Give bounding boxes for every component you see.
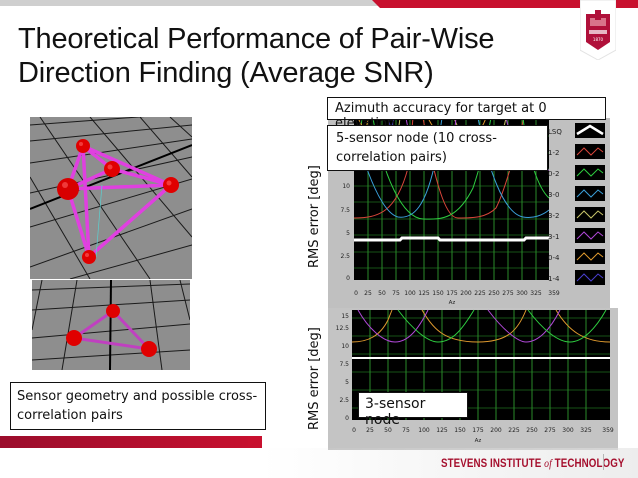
svg-text:50: 50 bbox=[384, 427, 392, 434]
geometry-caption: Sensor geometry and possible cross- corr… bbox=[10, 382, 266, 430]
three-sensor-chart: 0 2.5 5 7.5 10 12.5 15 0 25 50 75 100 125 150 175… bbox=[328, 308, 618, 450]
svg-text:225: 225 bbox=[508, 427, 520, 434]
svg-text:275: 275 bbox=[544, 427, 556, 434]
three-sensor-caption: 3-sensor node bbox=[358, 392, 468, 428]
footer-brand-post: TECHNOLOGY bbox=[551, 458, 625, 470]
svg-text:0-2: 0-2 bbox=[548, 170, 559, 178]
svg-text:7.5: 7.5 bbox=[340, 207, 350, 214]
svg-text:3-1: 3-1 bbox=[548, 233, 559, 241]
svg-text:150: 150 bbox=[454, 427, 466, 434]
svg-text:0-4: 0-4 bbox=[548, 254, 560, 262]
svg-text:10: 10 bbox=[341, 343, 349, 350]
svg-text:5: 5 bbox=[346, 230, 350, 237]
svg-text:250: 250 bbox=[488, 290, 500, 297]
svg-text:75: 75 bbox=[402, 427, 410, 434]
top-chart-y-axis-label: RMS error [deg] bbox=[307, 165, 322, 268]
svg-text:200: 200 bbox=[490, 427, 502, 434]
svg-text:1-2: 1-2 bbox=[548, 149, 559, 157]
svg-text:359: 359 bbox=[548, 290, 560, 297]
footer-brand-of: of bbox=[544, 458, 552, 470]
svg-text:0: 0 bbox=[345, 415, 349, 422]
footer-divider bbox=[603, 454, 604, 470]
three-sensor-geometry-image bbox=[32, 280, 190, 370]
svg-text:Az: Az bbox=[449, 300, 456, 306]
svg-text:2.5: 2.5 bbox=[340, 253, 350, 260]
svg-text:125: 125 bbox=[418, 290, 430, 297]
svg-text:175: 175 bbox=[446, 290, 458, 297]
svg-text:15: 15 bbox=[341, 313, 349, 320]
svg-text:325: 325 bbox=[580, 427, 592, 434]
svg-text:7.5: 7.5 bbox=[339, 361, 349, 368]
five-sensor-caption: 5-sensor node (10 cross- correlation pai… bbox=[327, 125, 548, 171]
svg-text:LSQ: LSQ bbox=[548, 128, 562, 136]
slide-title: Theoretical Performance of Pair-Wise Dir… bbox=[18, 22, 578, 90]
geometry-caption-line-1: Sensor geometry and possible cross- bbox=[17, 389, 258, 404]
footer-shade bbox=[262, 448, 638, 478]
chart-legend: LSQ 1-2 0-2 3-0 3-2 3-1 0-4 1-4 bbox=[548, 123, 605, 285]
geometry-caption-line-2: correlation pairs bbox=[17, 408, 123, 423]
svg-text:225: 225 bbox=[474, 290, 486, 297]
bottom-chart-y-axis-label: RMS error [deg] bbox=[307, 327, 322, 430]
svg-text:300: 300 bbox=[562, 427, 574, 434]
stevens-shield-icon: 1870 bbox=[580, 0, 616, 60]
svg-text:175: 175 bbox=[472, 427, 484, 434]
svg-text:100: 100 bbox=[418, 427, 430, 434]
svg-text:0: 0 bbox=[354, 290, 358, 297]
five-sensor-geometry-image bbox=[30, 117, 192, 279]
five-sensor-caption-line-2: correlation pairs) bbox=[336, 150, 447, 165]
svg-text:359: 359 bbox=[602, 427, 614, 434]
svg-text:0: 0 bbox=[346, 275, 350, 282]
svg-text:12.5: 12.5 bbox=[336, 325, 350, 332]
svg-text:0: 0 bbox=[352, 427, 356, 434]
svg-text:300: 300 bbox=[516, 290, 528, 297]
svg-text:125: 125 bbox=[436, 427, 448, 434]
svg-text:10: 10 bbox=[342, 183, 350, 190]
svg-text:200: 200 bbox=[460, 290, 472, 297]
svg-text:3-0: 3-0 bbox=[548, 191, 559, 199]
five-sensor-caption-line-1: 5-sensor node (10 cross- bbox=[336, 131, 497, 146]
svg-text:150: 150 bbox=[432, 290, 444, 297]
svg-text:1-4: 1-4 bbox=[548, 275, 560, 283]
svg-text:25: 25 bbox=[366, 427, 374, 434]
svg-text:250: 250 bbox=[526, 427, 538, 434]
svg-text:50: 50 bbox=[378, 290, 386, 297]
svg-text:275: 275 bbox=[502, 290, 514, 297]
svg-text:325: 325 bbox=[530, 290, 542, 297]
footer-red-bar-tip bbox=[248, 436, 262, 448]
svg-text:100: 100 bbox=[404, 290, 416, 297]
svg-text:75: 75 bbox=[392, 290, 400, 297]
footer-brand: STEVENS INSTITUTE of TECHNOLOGY bbox=[441, 458, 625, 470]
svg-text:25: 25 bbox=[364, 290, 372, 297]
svg-text:Az: Az bbox=[475, 438, 482, 444]
svg-text:1870: 1870 bbox=[593, 37, 604, 42]
footer-red-bar bbox=[0, 436, 262, 448]
footer-brand-pre: STEVENS INSTITUTE bbox=[441, 458, 545, 470]
slide-title-line-1: Theoretical Performance of Pair-Wise bbox=[18, 23, 495, 55]
slide-title-line-2: Direction Finding (Average SNR) bbox=[18, 57, 434, 89]
azimuth-caption: Azimuth accuracy for target at 0 elevati… bbox=[327, 97, 606, 131]
svg-text:3-2: 3-2 bbox=[548, 212, 559, 220]
header-accent-band bbox=[0, 0, 638, 8]
svg-text:5: 5 bbox=[345, 379, 349, 386]
svg-text:2.5: 2.5 bbox=[339, 397, 349, 404]
